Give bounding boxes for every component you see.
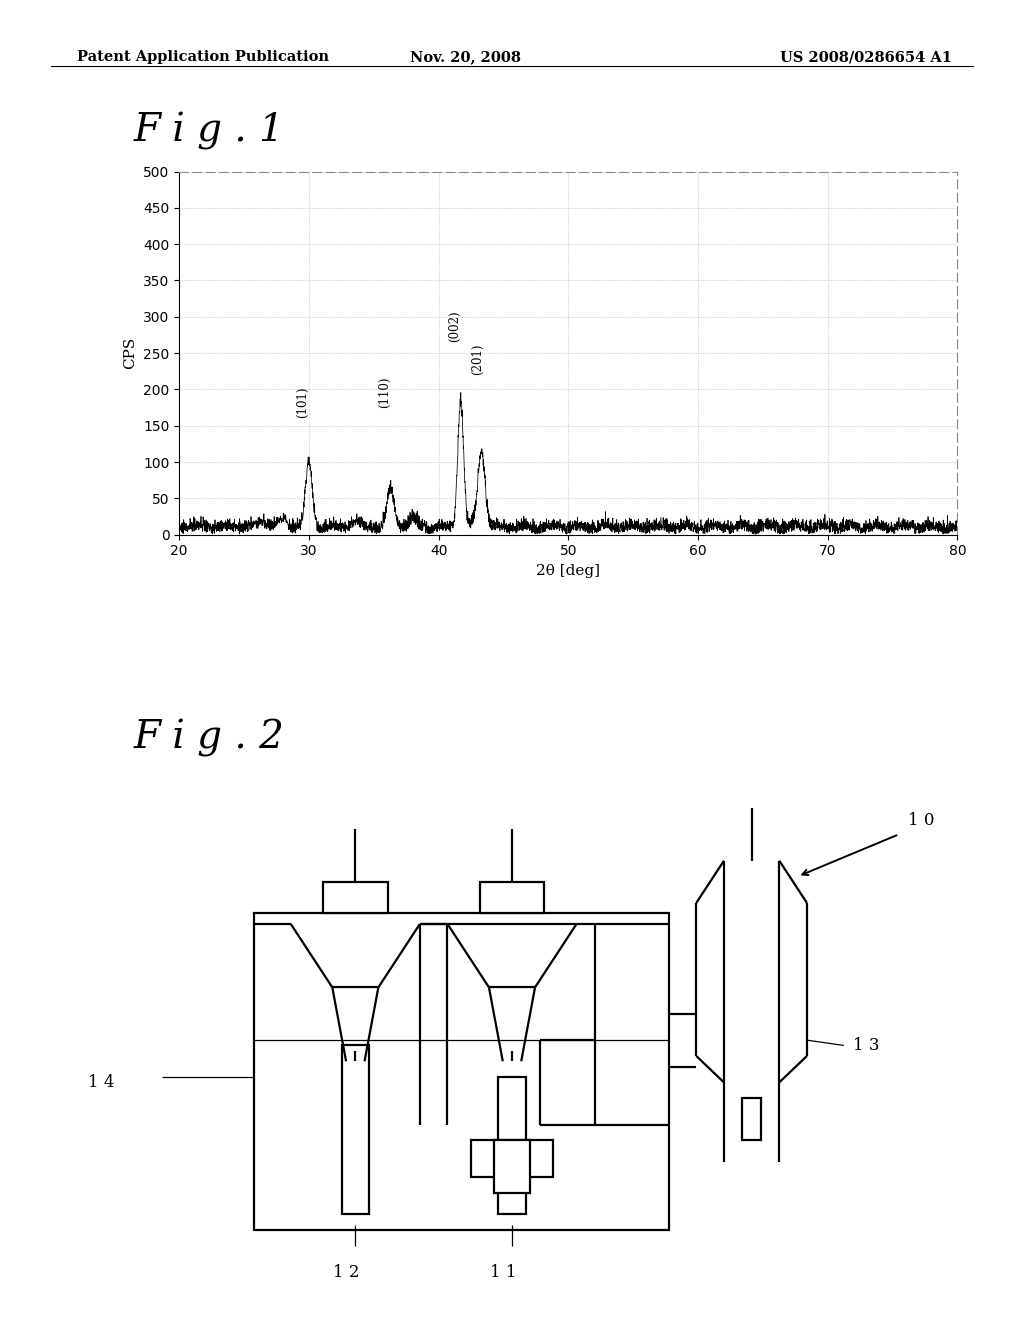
Bar <box>471 1140 553 1177</box>
Bar <box>479 882 545 913</box>
Bar <box>342 1045 370 1214</box>
Bar <box>499 1077 526 1214</box>
Text: 1 2: 1 2 <box>333 1265 359 1280</box>
Text: 1 1: 1 1 <box>489 1265 516 1280</box>
Text: US 2008/0286654 A1: US 2008/0286654 A1 <box>780 50 952 65</box>
Text: (002): (002) <box>447 310 461 342</box>
Bar <box>494 1140 530 1193</box>
Text: (110): (110) <box>378 376 390 408</box>
Bar <box>324 882 387 913</box>
Text: 1 0: 1 0 <box>908 812 935 829</box>
X-axis label: 2θ [deg]: 2θ [deg] <box>537 564 600 578</box>
Text: F i g . 1: F i g . 1 <box>133 112 284 150</box>
Text: (201): (201) <box>471 343 484 375</box>
Text: 1 4: 1 4 <box>88 1074 115 1090</box>
Text: Nov. 20, 2008: Nov. 20, 2008 <box>411 50 521 65</box>
Bar <box>254 913 669 1230</box>
Text: 1 3: 1 3 <box>853 1038 880 1053</box>
Text: (101): (101) <box>296 387 309 418</box>
Y-axis label: CPS: CPS <box>124 337 137 370</box>
Text: F i g . 2: F i g . 2 <box>133 719 284 758</box>
Bar <box>742 1098 761 1140</box>
Text: Patent Application Publication: Patent Application Publication <box>77 50 329 65</box>
